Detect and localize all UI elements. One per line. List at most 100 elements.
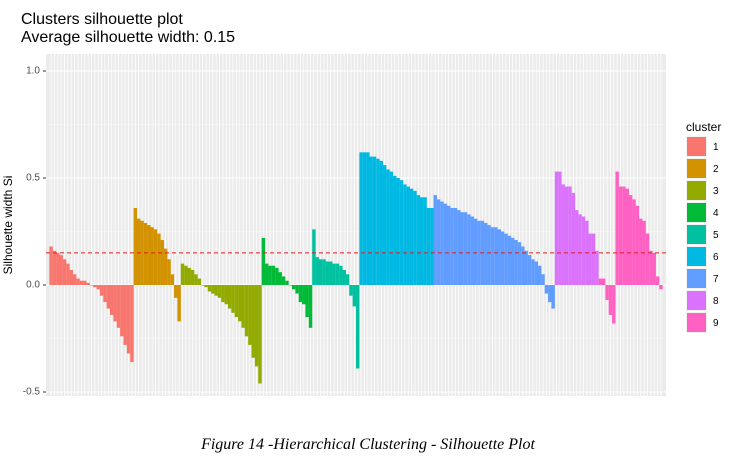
bar-cluster-7: [534, 261, 539, 285]
bar-cluster-1: [103, 285, 107, 303]
bar-cluster-9: [625, 188, 629, 285]
bar-cluster-1: [62, 259, 67, 285]
bar-cluster-9: [632, 199, 636, 285]
bar-cluster-3: [180, 263, 185, 285]
chart-title: Clusters silhouette plot: [21, 11, 183, 28]
bar-cluster-8: [564, 186, 569, 285]
bar-cluster-5: [335, 263, 340, 285]
bar-cluster-6: [386, 169, 390, 285]
legend-swatch-1: [687, 137, 706, 156]
y-tick-label: 1.0: [26, 66, 40, 77]
bar-cluster-2: [153, 229, 158, 285]
bar-cluster-5: [325, 261, 330, 285]
bar-cluster-9: [659, 285, 663, 290]
bar-cluster-5: [342, 270, 346, 285]
bar-cluster-4: [268, 265, 272, 285]
bar-cluster-5: [322, 259, 326, 285]
bar-cluster-6: [393, 175, 397, 285]
bar-cluster-7: [524, 250, 528, 285]
bar-cluster-7: [460, 212, 464, 285]
bar-cluster-7: [494, 227, 498, 285]
bar-cluster-7: [500, 231, 505, 285]
bar-cluster-7: [467, 214, 471, 285]
bar-cluster-4: [275, 267, 279, 285]
bar-cluster-2: [167, 259, 171, 285]
bar-cluster-3: [187, 267, 191, 285]
bar-cluster-6: [423, 197, 427, 285]
bar-cluster-7: [446, 205, 451, 285]
bar-cluster-7: [477, 220, 481, 285]
bar-cluster-3: [238, 285, 242, 322]
legend-swatch-5: [687, 225, 706, 244]
bar-cluster-1: [113, 285, 117, 322]
bar-cluster-2: [143, 222, 148, 285]
bar-cluster-1: [126, 285, 131, 354]
bar-cluster-6: [416, 195, 421, 285]
legend-swatch-4: [687, 203, 706, 222]
bar-cluster-4: [281, 276, 286, 285]
bar-cluster-4: [265, 263, 269, 285]
bar-cluster-9: [652, 252, 656, 285]
bar-cluster-1: [123, 285, 127, 345]
bar-cluster-7: [484, 222, 488, 285]
bar-cluster-3: [248, 285, 252, 345]
bar-cluster-8: [571, 192, 576, 285]
legend-label-7: 7: [713, 274, 719, 285]
bar-cluster-1: [76, 278, 80, 285]
bar-cluster-3: [184, 265, 188, 285]
bar-cluster-7: [453, 207, 458, 285]
bar-cluster-6: [403, 184, 407, 285]
bar-cluster-7: [511, 237, 515, 285]
bar-cluster-3: [231, 285, 235, 313]
bar-cluster-8: [568, 186, 572, 285]
bar-cluster-1: [110, 285, 114, 315]
bar-cluster-5: [349, 285, 353, 296]
bar-cluster-2: [163, 248, 168, 285]
y-tick-marks: [43, 70, 46, 393]
bar-cluster-4: [291, 285, 296, 290]
bar-cluster-4: [285, 280, 289, 285]
bar-cluster-3: [211, 285, 215, 294]
bar-cluster-3: [251, 285, 255, 358]
bar-cluster-9: [635, 205, 640, 285]
bar-cluster-1: [49, 246, 53, 285]
bar-cluster-2: [160, 240, 164, 285]
bar-cluster-6: [399, 180, 404, 285]
bar-cluster-7: [517, 242, 522, 285]
bar-cluster-2: [177, 285, 181, 322]
bar-cluster-9: [598, 278, 603, 285]
bar-cluster-8: [554, 171, 559, 285]
bar-cluster-9: [649, 250, 653, 285]
bar-cluster-1: [130, 285, 134, 363]
bar-cluster-1: [69, 270, 74, 285]
bar-cluster-4: [271, 265, 276, 285]
bar-cluster-3: [217, 285, 222, 298]
bar-cluster-9: [605, 285, 609, 300]
bar-cluster-8: [575, 210, 579, 285]
bar-cluster-3: [241, 285, 245, 328]
legend-label-3: 3: [713, 186, 719, 197]
legend-swatch-6: [687, 247, 706, 266]
bar-cluster-3: [194, 274, 198, 285]
bar-cluster-6: [379, 160, 384, 285]
bar-cluster-7: [504, 233, 508, 285]
bar-cluster-1: [83, 280, 87, 285]
bar-cluster-7: [473, 218, 478, 285]
bar-cluster-1: [72, 274, 77, 285]
bar-cluster-3: [221, 285, 225, 303]
bar-cluster-7: [548, 285, 552, 303]
bar-cluster-8: [578, 214, 582, 285]
bar-cluster-9: [622, 186, 626, 285]
bar-cluster-8: [558, 171, 562, 285]
legend-swatch-8: [687, 291, 706, 310]
legend-swatch-3: [687, 181, 706, 200]
legend-label-4: 4: [713, 208, 719, 219]
bars-layer: [49, 152, 663, 384]
bar-cluster-7: [537, 265, 542, 285]
bar-cluster-3: [258, 285, 262, 384]
bar-cluster-3: [224, 285, 229, 305]
y-tick-label: 0.5: [26, 173, 40, 184]
bar-cluster-4: [298, 285, 303, 303]
bar-cluster-1: [99, 285, 104, 296]
bar-cluster-1: [116, 285, 121, 328]
